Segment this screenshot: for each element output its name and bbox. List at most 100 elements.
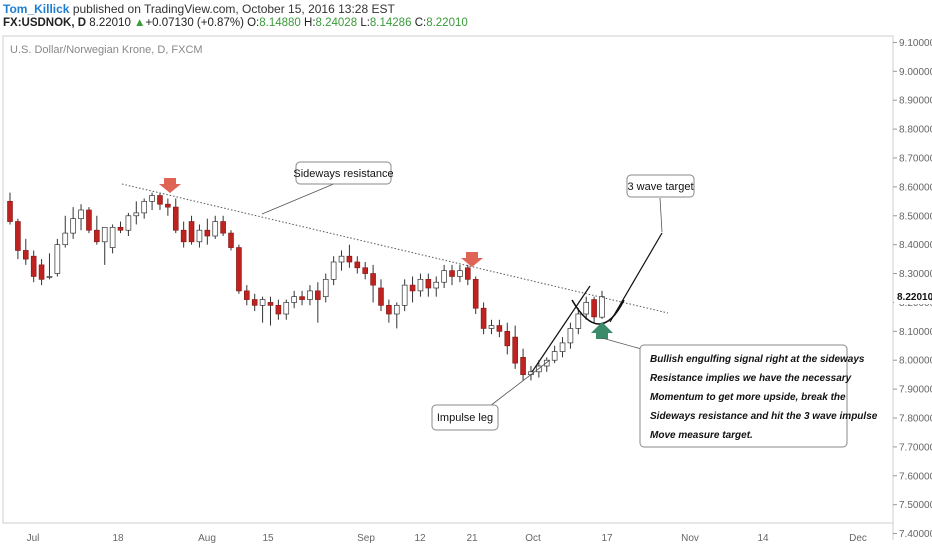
candle-body <box>433 281 440 289</box>
time-axis[interactable]: Jul 18 Aug 15 Sep 12 21 Oct 17 Nov 14 Dec <box>27 533 867 544</box>
bearish-candle <box>204 218 211 245</box>
candle-body <box>109 226 116 248</box>
candle-body <box>417 278 424 292</box>
down-arrow-icon <box>159 178 181 193</box>
up-arrow-icon: ▲ <box>134 17 146 29</box>
bullish-candle <box>583 296 590 320</box>
candle-body <box>101 226 108 243</box>
chart-title: U.S. Dollar/Norwegian Krone, D, FXCM <box>10 44 203 56</box>
bullish-candle <box>567 322 574 349</box>
time-tick-label: 17 <box>601 533 613 544</box>
candle-body <box>449 270 455 277</box>
callout-leader <box>659 197 663 233</box>
close-value: 8.22010 <box>426 17 468 29</box>
target-projection-line[interactable] <box>609 232 663 323</box>
impulse-line[interactable] <box>531 285 591 373</box>
publish-line: Tom_Killick published on TradingView.com… <box>3 2 395 16</box>
bullish-candle <box>78 204 84 231</box>
bearish-candle <box>244 285 250 306</box>
callout-box[interactable] <box>626 174 695 198</box>
low-value: 8.14286 <box>369 17 412 29</box>
bearish-candle <box>496 319 503 338</box>
candle-body <box>180 229 187 243</box>
bullish-candle <box>401 279 408 312</box>
candle-body <box>425 278 432 289</box>
price-value: 8.22010 <box>89 17 131 29</box>
candle-body <box>204 229 211 237</box>
bullish-candle <box>283 299 290 320</box>
resistance-trendline[interactable] <box>121 183 669 314</box>
bearish-candle <box>449 264 455 286</box>
bullish-candle <box>125 212 132 236</box>
candle-body <box>196 229 203 243</box>
candle-body <box>46 276 53 278</box>
rounded-bottom-arc[interactable] <box>571 299 625 325</box>
callout-leader <box>601 337 646 351</box>
candle-body <box>512 336 518 364</box>
bearish-candle <box>315 282 321 323</box>
candle-body <box>472 278 479 309</box>
bearish-candle <box>425 273 432 297</box>
callout-leader <box>261 182 337 215</box>
candles-group <box>7 192 605 381</box>
price-tick-label: 7.40000 <box>899 529 932 540</box>
analysis-note-line: Sideways resistance and hit the 3 wave i… <box>650 411 878 422</box>
bearish-candle <box>165 198 171 216</box>
bearish-candle <box>267 296 274 326</box>
time-tick-label: 12 <box>414 533 426 544</box>
price-tick-label: 7.50000 <box>899 500 932 511</box>
candle-body <box>307 290 313 300</box>
bullish-candle <box>70 207 76 239</box>
price-tick-label: 7.90000 <box>899 385 932 396</box>
callout-box[interactable] <box>295 161 392 185</box>
bearish-candle <box>172 198 179 234</box>
bullish-candle <box>322 273 329 303</box>
bullish-candle <box>196 224 203 248</box>
bullish-candle <box>259 296 266 323</box>
candle-body <box>378 287 384 306</box>
down-arrow-icon <box>461 252 483 267</box>
bearish-candle <box>220 215 226 236</box>
bearish-candle <box>472 276 479 314</box>
bearish-candle <box>378 279 384 312</box>
analysis-note-line: Bullish engulfing signal right at the si… <box>650 354 865 365</box>
open-label: O: <box>247 17 260 29</box>
candle-body <box>165 203 171 208</box>
candle-body <box>465 267 471 280</box>
bullish-candle <box>62 215 69 248</box>
bullish-candle <box>330 256 337 286</box>
candle-body <box>117 226 124 231</box>
analysis-note-line: Resistance implies we have the necessary <box>650 373 852 384</box>
bullish-candle <box>457 264 463 283</box>
impulse-label: Impulse leg <box>437 412 493 424</box>
candle-body <box>370 273 376 286</box>
candle-body <box>322 278 329 298</box>
callout-box[interactable] <box>431 404 499 431</box>
bullish-candle <box>109 224 116 254</box>
time-tick-label: 14 <box>757 533 769 544</box>
bearish-candle <box>520 348 526 381</box>
candle-body <box>386 304 392 315</box>
bearish-candle <box>236 244 242 294</box>
bearish-candle <box>22 238 29 265</box>
bullish-candle <box>575 308 582 335</box>
price-tick-label: 8.80000 <box>899 125 932 136</box>
author-link[interactable]: Tom_Killick <box>3 2 70 16</box>
candle-body <box>591 299 597 318</box>
time-tick-label: Sep <box>357 533 375 544</box>
bearish-candle <box>86 207 92 234</box>
candle-body <box>567 328 574 344</box>
price-tick-label: 8.50000 <box>899 211 932 222</box>
price-tick-label: 8.60000 <box>899 182 932 193</box>
bearish-candle <box>409 276 416 303</box>
candle-body <box>496 325 503 332</box>
candle-body <box>504 330 511 347</box>
up-arrow-icon <box>591 322 613 339</box>
price-tick-label: 8.30000 <box>899 269 932 280</box>
candle-body <box>393 304 400 315</box>
bullish-candle <box>133 201 140 225</box>
bullish-candle <box>291 290 297 309</box>
candle-body <box>149 195 155 202</box>
analysis-note-box[interactable] <box>639 344 848 448</box>
